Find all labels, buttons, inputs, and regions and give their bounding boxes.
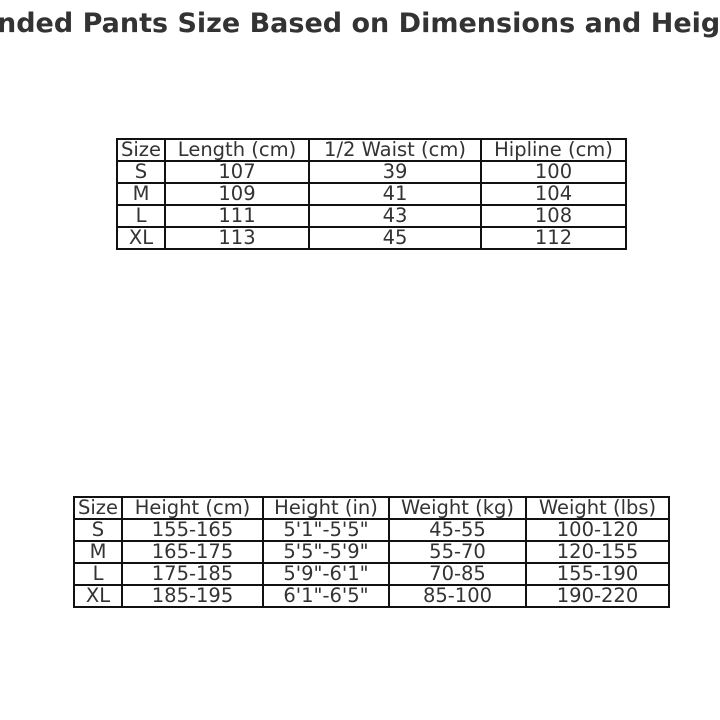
table-cell: 55-70 — [388, 540, 527, 564]
table-cell: L — [73, 562, 123, 586]
table-row: M 165-175 5'5"-5'9" 55-70 120-155 — [73, 540, 670, 564]
height-weight-table: Size Height (cm) Height (in) Weight (kg) Wei… — [73, 496, 670, 608]
column-header: 1/2 Waist (cm) — [308, 138, 482, 162]
table-cell: XL — [116, 226, 166, 250]
column-header: Weight (lbs) — [525, 496, 670, 520]
table-cell: L — [116, 204, 166, 228]
table-cell: 104 — [480, 182, 627, 206]
table-cell: S — [116, 160, 166, 184]
table-cell: 175-185 — [121, 562, 264, 586]
table-row: XL 113 45 112 — [116, 226, 627, 250]
table-cell: 185-195 — [121, 584, 264, 608]
table-cell: 5'9"-6'1" — [262, 562, 390, 586]
table-cell: 5'5"-5'9" — [262, 540, 390, 564]
table-cell: 190-220 — [525, 584, 670, 608]
table-cell: M — [116, 182, 166, 206]
table-cell: 6'1"-6'5" — [262, 584, 390, 608]
table-cell: 100 — [480, 160, 627, 184]
column-header: Height (in) — [262, 496, 390, 520]
table-cell: 85-100 — [388, 584, 527, 608]
table-cell: 107 — [164, 160, 310, 184]
table-row: S 107 39 100 — [116, 160, 627, 184]
table-row: L 175-185 5'9"-6'1" 70-85 155-190 — [73, 562, 670, 586]
table-cell: 41 — [308, 182, 482, 206]
table-cell: 155-190 — [525, 562, 670, 586]
column-header: Hipline (cm) — [480, 138, 627, 162]
table-cell: 112 — [480, 226, 627, 250]
column-header: Size — [73, 496, 123, 520]
table-cell: 45-55 — [388, 518, 527, 542]
table-cell: M — [73, 540, 123, 564]
table-cell: XL — [73, 584, 123, 608]
table-cell: 108 — [480, 204, 627, 228]
chart-title: nded Pants Size Based on Dimensions and … — [0, 8, 720, 39]
table-cell: S — [73, 518, 123, 542]
column-header: Height (cm) — [121, 496, 264, 520]
table-row: S 155-165 5'1"-5'5" 45-55 100-120 — [73, 518, 670, 542]
table-cell: 165-175 — [121, 540, 264, 564]
table-row: M 109 41 104 — [116, 182, 627, 206]
column-header: Size — [116, 138, 166, 162]
table-cell: 45 — [308, 226, 482, 250]
table-cell: 111 — [164, 204, 310, 228]
table-cell: 39 — [308, 160, 482, 184]
table-cell: 100-120 — [525, 518, 670, 542]
header-row: Size Height (cm) Height (in) Weight (kg) Wei… — [73, 496, 670, 520]
table-cell: 113 — [164, 226, 310, 250]
table-row: XL 185-195 6'1"-6'5" 85-100 190-220 — [73, 584, 670, 608]
table-cell: 43 — [308, 204, 482, 228]
table-cell: 109 — [164, 182, 310, 206]
header-row: Size Length (cm) 1/2 Waist (cm) Hipline (cm… — [116, 138, 627, 162]
table-cell: 5'1"-5'5" — [262, 518, 390, 542]
column-header: Length (cm) — [164, 138, 310, 162]
table-cell: 120-155 — [525, 540, 670, 564]
column-header: Weight (kg) — [388, 496, 527, 520]
table-cell: 70-85 — [388, 562, 527, 586]
table-row: L 111 43 108 — [116, 204, 627, 228]
table-cell: 155-165 — [121, 518, 264, 542]
dimensions-table: Size Length (cm) 1/2 Waist (cm) Hipline (cm… — [116, 138, 627, 250]
